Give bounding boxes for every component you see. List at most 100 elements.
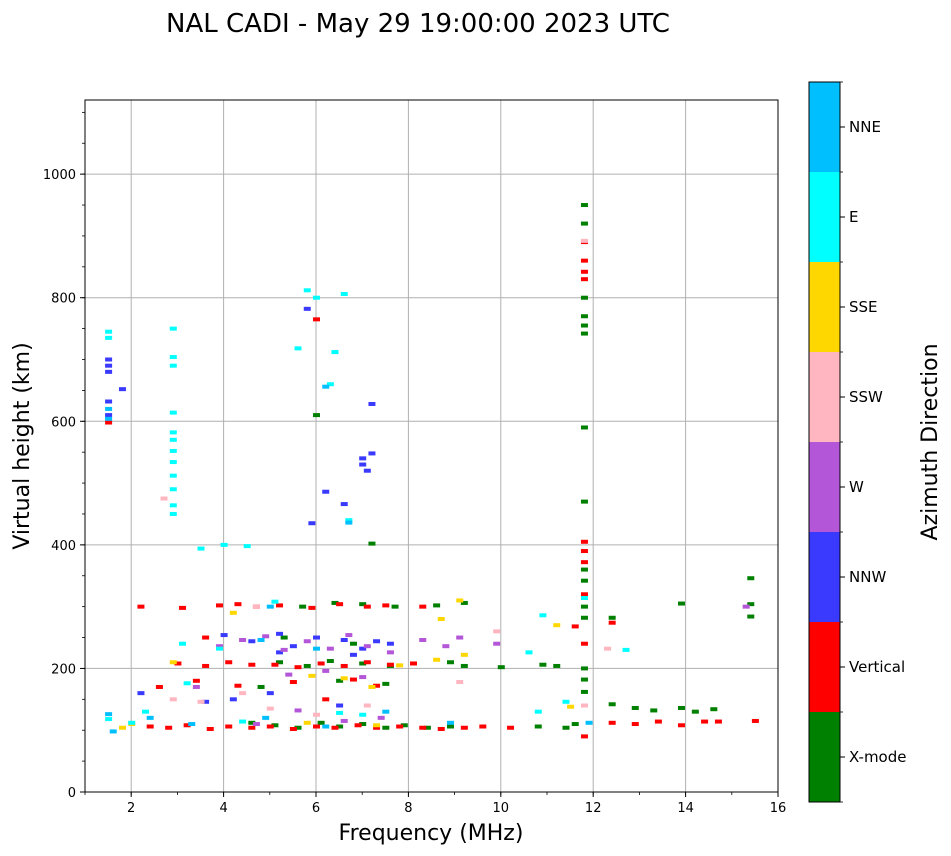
echo-point (400, 723, 408, 728)
echo-point (271, 723, 279, 728)
echo-point (225, 724, 233, 729)
echo-point (118, 725, 126, 730)
echo-point (359, 712, 367, 717)
echo-point (580, 604, 588, 609)
echo-point (308, 673, 316, 678)
echo-point (299, 604, 307, 609)
echo-point (349, 641, 357, 646)
echo-point (534, 709, 542, 714)
echo-point (248, 662, 256, 667)
echo-point (331, 350, 339, 355)
echo-point (608, 615, 616, 620)
echo-point (507, 725, 515, 730)
echo-point (349, 677, 357, 682)
colorbar-segment (809, 712, 840, 802)
echo-point (553, 663, 561, 668)
echo-point (192, 684, 200, 689)
echo-point (373, 639, 381, 644)
echo-point (419, 725, 427, 730)
echo-point (326, 659, 334, 664)
echo-point (562, 699, 570, 704)
echo-point (580, 560, 588, 565)
echo-point (276, 603, 284, 608)
echo-point (567, 704, 575, 709)
x-tick-label: 8 (404, 801, 412, 816)
echo-point (146, 715, 154, 720)
echo-point (604, 646, 612, 651)
series-e (105, 288, 630, 725)
echo-point (359, 675, 367, 680)
echo-point (497, 665, 505, 670)
plot-frame (84, 99, 779, 793)
echo-point (248, 720, 256, 725)
echo-point (188, 722, 196, 727)
echo-point (331, 725, 339, 730)
echo-point (747, 614, 755, 619)
colorbar-frame (808, 81, 841, 803)
echo-point (349, 652, 357, 657)
echo-point (192, 678, 200, 683)
echo-point (580, 331, 588, 336)
echo-point (266, 706, 274, 711)
y-axis-label: Virtual height (km) (10, 342, 35, 549)
x-axis-ticks: 2 4 6 8 10 12 14 16 (84, 792, 786, 816)
echo-point (234, 602, 242, 607)
echo-point (433, 603, 441, 608)
echo-point (118, 387, 126, 392)
echo-point (105, 416, 113, 421)
echo-point (169, 363, 177, 368)
echo-point (155, 684, 163, 689)
y-tick-label: 400 (51, 539, 76, 554)
echo-point (677, 723, 685, 728)
echo-point (294, 665, 302, 670)
x-tick-label: 4 (219, 801, 227, 816)
echo-point (183, 681, 191, 686)
echo-point (197, 699, 205, 704)
echo-point (202, 699, 210, 704)
echo-point (128, 720, 136, 725)
echo-point (423, 725, 431, 730)
echo-points (105, 203, 759, 739)
x-tick-label: 2 (127, 801, 135, 816)
echo-point (225, 660, 233, 665)
colorbar-tick-label: Vertical (849, 658, 905, 676)
echo-point (747, 576, 755, 581)
echo-point (340, 718, 348, 723)
echo-point (105, 335, 113, 340)
echo-point (179, 605, 187, 610)
echo-point (169, 430, 177, 435)
echo-point (169, 487, 177, 492)
echo-point (382, 709, 390, 714)
echo-point (340, 502, 348, 507)
colorbar-segment (809, 172, 840, 262)
echo-point (446, 720, 454, 725)
echo-point (419, 638, 427, 643)
echo-point (580, 641, 588, 646)
echo-point (396, 663, 404, 668)
echo-point (322, 724, 330, 729)
echo-point (437, 617, 445, 621)
series-x-mode (248, 203, 755, 730)
echo-point (313, 635, 320, 640)
echo-point (580, 734, 588, 739)
echo-point (313, 413, 320, 418)
echo-point (382, 603, 390, 608)
echo-point (363, 644, 371, 649)
echo-point (386, 662, 394, 667)
echo-point (276, 631, 284, 636)
echo-point (308, 605, 316, 610)
echo-point (294, 725, 302, 730)
echo-point (105, 399, 113, 404)
echo-point (525, 650, 533, 655)
echo-point (280, 647, 288, 652)
echo-point (105, 329, 113, 334)
echo-point (322, 384, 330, 389)
echo-point (308, 521, 316, 526)
echo-point (317, 661, 325, 666)
echo-point (215, 646, 223, 651)
echo-point (105, 717, 113, 722)
echo-point (289, 644, 297, 649)
echo-point (322, 697, 330, 702)
echo-point (105, 369, 113, 374)
echo-point (553, 623, 561, 628)
